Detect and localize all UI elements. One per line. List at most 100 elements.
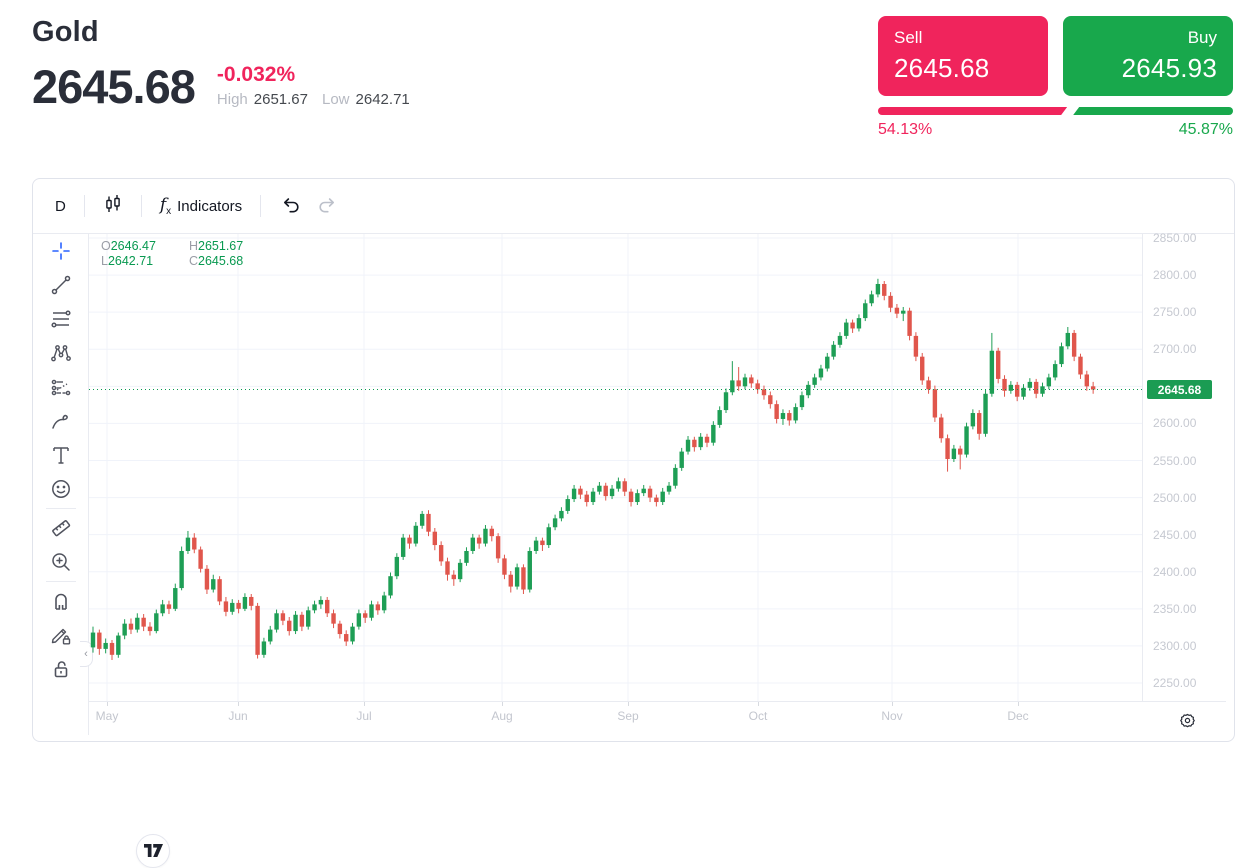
candle-body <box>312 604 317 611</box>
candle-body <box>774 404 779 419</box>
candle-body <box>907 310 912 336</box>
candle-body <box>470 537 475 551</box>
xabcd-pattern-tool[interactable] <box>42 336 80 370</box>
time-axis-label: Sep <box>617 709 639 723</box>
toolbar-divider <box>45 508 76 509</box>
candle-body <box>755 383 760 390</box>
candle-body <box>255 605 260 655</box>
symbol-header: Gold 2645.68 -0.032% High 2651.67 Low 2642.… <box>32 16 424 110</box>
chart-settings-button[interactable] <box>1176 709 1198 731</box>
candle-body <box>192 537 197 550</box>
candle-body <box>521 567 526 590</box>
candlestick-style-icon <box>103 194 123 218</box>
candle-body <box>97 632 102 649</box>
candle-body <box>381 595 387 611</box>
emoji-tool[interactable] <box>42 472 80 506</box>
candle-body <box>476 537 482 544</box>
candle-body <box>502 558 507 575</box>
candle-body <box>514 567 520 587</box>
trend-line-tool[interactable] <box>42 268 80 302</box>
price-axis-label: 2400.00 <box>1153 564 1197 579</box>
candle-body <box>293 614 298 632</box>
buy-button[interactable]: Buy 2645.93 <box>1063 16 1233 96</box>
candle-body <box>280 613 286 621</box>
candle-body <box>1046 377 1052 387</box>
candle-body <box>1084 374 1090 387</box>
candle-body <box>122 623 127 636</box>
candle-body <box>863 303 868 319</box>
candle-body <box>685 439 691 452</box>
buy-button-label: Buy <box>1187 28 1217 47</box>
candle-body <box>964 426 969 455</box>
candle-body <box>306 610 311 627</box>
candle-body <box>1065 332 1071 347</box>
time-axis-label: Oct <box>748 709 768 723</box>
time-axis-label: Aug <box>491 709 513 723</box>
candle-body <box>799 395 805 408</box>
toolbar-collapse-handle[interactable]: ‹ <box>80 641 93 667</box>
redo-button[interactable] <box>309 189 347 223</box>
zoom-in-tool[interactable] <box>42 545 80 579</box>
candle-body <box>299 614 305 627</box>
candle-body <box>704 436 710 443</box>
last-price: 2645.68 <box>32 60 196 113</box>
redo-icon <box>317 193 339 219</box>
fib-retracement-tool[interactable] <box>42 302 80 336</box>
forecast-tool[interactable] <box>42 370 80 404</box>
candle-body <box>679 451 684 468</box>
candle-body <box>527 550 532 590</box>
candle-body <box>198 549 203 569</box>
time-axis-separator <box>89 701 1226 702</box>
candle-body <box>920 356 925 381</box>
chart-style-button[interactable] <box>95 190 131 222</box>
interval-button[interactable]: D <box>47 194 74 219</box>
text-tool[interactable] <box>42 438 80 472</box>
time-axis-tick <box>502 702 503 706</box>
candlestick-chart[interactable] <box>89 234 1142 701</box>
candle-body <box>559 510 564 519</box>
undo-button[interactable] <box>271 189 309 223</box>
candle-body <box>673 467 678 486</box>
candle-body <box>831 344 836 357</box>
time-axis-tick <box>628 702 629 706</box>
candle-body <box>761 389 767 396</box>
magnet-tool[interactable] <box>42 584 80 618</box>
ruler-tool[interactable] <box>42 511 80 545</box>
price-axis-label: 2750.00 <box>1153 305 1197 320</box>
candle-body <box>337 623 343 635</box>
candle-body <box>995 350 1001 379</box>
crosshair-tool[interactable] <box>42 234 80 268</box>
drawing-pencil-lock-tool[interactable] <box>42 618 80 652</box>
sentiment-bar <box>878 107 1233 115</box>
high-low-row: High 2651.67 Low 2642.71 <box>217 91 424 108</box>
candle-body <box>970 413 976 427</box>
indicators-button[interactable]: fx Indicators <box>152 191 250 221</box>
candle-body <box>249 596 254 606</box>
time-axis-label: Jul <box>356 709 372 723</box>
time-axis-tick <box>107 702 108 706</box>
lock-all-tool[interactable] <box>42 652 80 686</box>
candle-body <box>261 641 267 655</box>
candle-body <box>242 596 248 609</box>
sell-sentiment-segment <box>878 107 1067 115</box>
candle-body <box>457 562 463 580</box>
candle-body <box>369 604 374 618</box>
ohlc-legend-item: H2651.67 <box>189 239 244 253</box>
sell-button[interactable]: Sell 2645.68 <box>878 16 1048 96</box>
candle-body <box>268 629 273 642</box>
brush-tool[interactable] <box>42 404 80 438</box>
high-value: 2651.67 <box>253 91 308 108</box>
candle-body <box>894 307 900 314</box>
toolbar-divider <box>83 195 85 217</box>
tradingview-logo[interactable] <box>136 834 170 868</box>
candle-body <box>812 377 817 385</box>
candle-body <box>913 335 919 357</box>
candle-body <box>1040 386 1045 394</box>
candle-body <box>1014 384 1020 397</box>
candle-body <box>578 488 583 495</box>
candle-body <box>939 417 944 439</box>
time-axis-tick <box>364 702 365 706</box>
candle-body <box>438 545 444 562</box>
candle-body <box>356 613 362 627</box>
candle-body <box>464 550 469 563</box>
